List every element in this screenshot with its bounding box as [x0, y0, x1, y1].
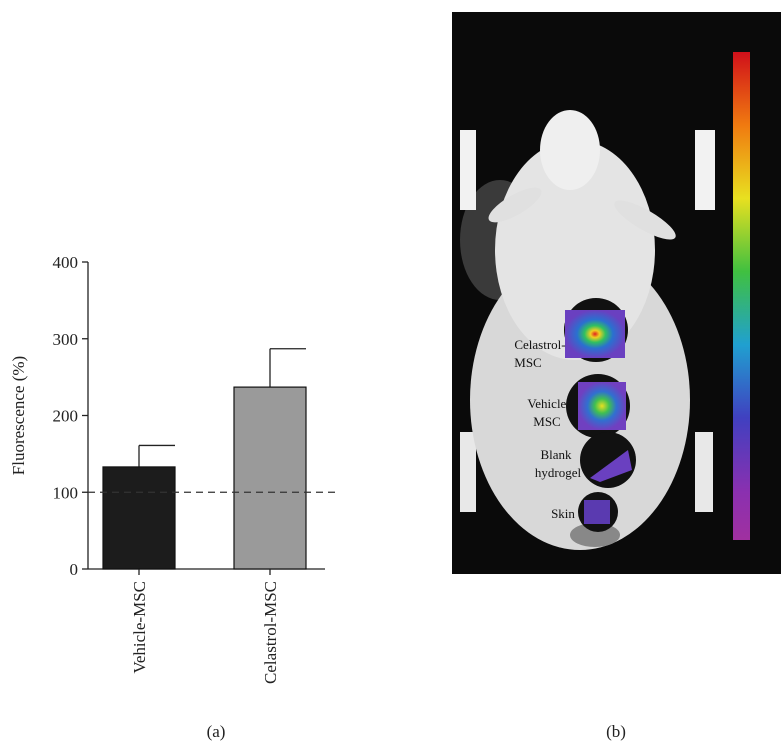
image-label: Blank [540, 447, 572, 462]
panel-label: (b) [606, 722, 626, 741]
image-label: hydrogel [535, 465, 582, 480]
y-tick-label: 0 [70, 560, 79, 579]
y-tick-label: 400 [53, 253, 79, 272]
x-tick-label: Celastrol-MSC [261, 581, 280, 684]
mouse-image [452, 12, 781, 574]
y-tick-label: 200 [53, 407, 79, 426]
image-label: Vehicle- [527, 396, 570, 411]
image-label: MSC [514, 355, 541, 370]
bar [102, 466, 176, 570]
x-tick-label: Vehicle-MSC [130, 581, 149, 674]
image-label: MSC [533, 414, 560, 429]
bar [233, 386, 307, 570]
image-label: Celastrol- [514, 337, 565, 352]
y-tick-label: 100 [53, 483, 79, 502]
y-tick-label: 300 [53, 330, 79, 349]
image-label: Skin [551, 506, 575, 521]
y-axis-label: Fluorescence (%) [9, 356, 28, 475]
panel-label: (a) [207, 722, 226, 741]
